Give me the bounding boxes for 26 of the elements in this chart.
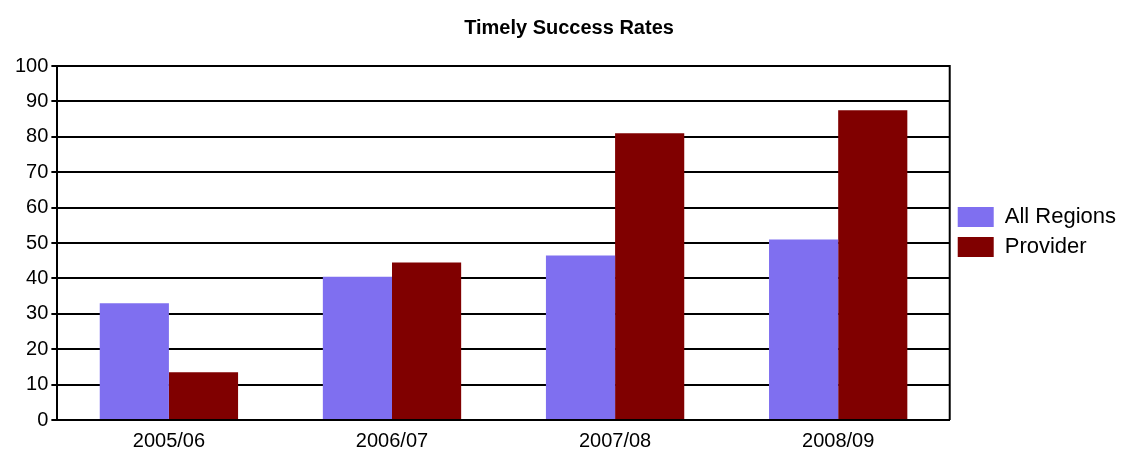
legend-label: All Regions — [1004, 203, 1116, 229]
y-tick-label: 60 — [26, 195, 49, 218]
bar — [99, 303, 169, 419]
y-tick-label: 90 — [26, 88, 49, 111]
bar — [392, 262, 462, 419]
x-tick-label: 2005/06 — [132, 428, 206, 451]
chart-title: Timely Success Rates — [464, 15, 674, 38]
x-tick-label: 2008/09 — [802, 428, 875, 451]
y-tick-label: 10 — [26, 372, 49, 395]
y-tick-label: 80 — [26, 124, 49, 147]
bar — [838, 110, 908, 419]
x-tick-label: 2006/07 — [355, 428, 429, 451]
bar — [769, 239, 839, 419]
y-tick-label: 40 — [26, 265, 49, 288]
bar — [545, 255, 616, 419]
y-tick-label: 50 — [26, 230, 49, 253]
bar — [615, 133, 685, 419]
y-tick-label: 0 — [37, 407, 49, 430]
y-tick-label: 70 — [26, 159, 49, 182]
bar — [168, 372, 239, 419]
x-tick-label: 2007/08 — [578, 428, 652, 451]
y-tick-label: 100 — [14, 53, 49, 76]
legend-label: Provider — [1004, 233, 1087, 259]
y-tick-label: 20 — [26, 336, 49, 359]
y-tick-label: 30 — [26, 301, 49, 324]
bar — [322, 276, 392, 419]
